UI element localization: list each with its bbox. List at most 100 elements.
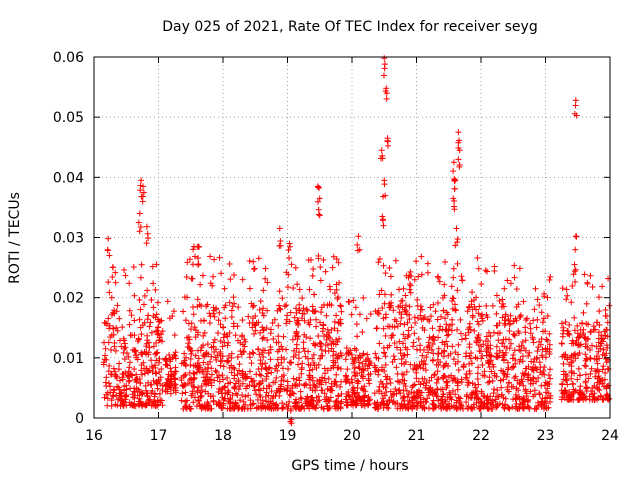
data-point bbox=[112, 279, 119, 286]
data-point bbox=[204, 370, 211, 377]
data-point bbox=[204, 361, 211, 368]
data-point bbox=[182, 372, 189, 379]
data-point bbox=[356, 311, 363, 318]
data-point bbox=[116, 360, 123, 367]
data-point bbox=[116, 337, 123, 344]
data-point bbox=[204, 341, 211, 348]
data-point bbox=[113, 324, 120, 331]
data-point bbox=[270, 335, 277, 342]
data-point bbox=[131, 317, 138, 324]
data-point bbox=[227, 276, 234, 283]
data-point bbox=[256, 380, 263, 387]
data-point bbox=[393, 364, 400, 371]
data-point bbox=[294, 320, 301, 327]
data-point bbox=[274, 348, 281, 355]
data-point bbox=[343, 401, 350, 408]
data-point bbox=[172, 349, 179, 356]
data-point bbox=[130, 402, 137, 409]
data-point bbox=[228, 354, 235, 361]
data-point bbox=[362, 358, 369, 365]
data-point bbox=[108, 332, 115, 339]
data-point bbox=[205, 351, 212, 358]
data-point bbox=[114, 302, 121, 309]
data-point bbox=[210, 273, 217, 280]
data-point bbox=[324, 342, 331, 349]
data-point bbox=[262, 364, 269, 371]
data-point bbox=[252, 322, 259, 329]
data-point bbox=[328, 365, 335, 372]
data-point bbox=[283, 346, 290, 353]
data-point bbox=[271, 316, 278, 323]
data-point bbox=[137, 380, 144, 387]
data-point bbox=[241, 343, 248, 350]
data-point bbox=[354, 389, 361, 396]
data-point bbox=[154, 398, 161, 405]
data-point bbox=[426, 334, 433, 341]
data-point bbox=[181, 357, 188, 364]
data-point bbox=[305, 361, 312, 368]
data-point bbox=[262, 404, 269, 411]
data-point bbox=[256, 381, 263, 388]
data-point bbox=[200, 342, 207, 349]
data-point bbox=[105, 279, 112, 286]
data-point bbox=[352, 304, 359, 311]
data-point bbox=[185, 320, 192, 327]
data-point bbox=[194, 389, 201, 396]
data-point bbox=[296, 399, 303, 406]
data-point bbox=[401, 393, 408, 400]
data-point bbox=[116, 315, 123, 322]
data-point bbox=[158, 365, 165, 372]
data-point bbox=[210, 339, 217, 346]
data-point bbox=[356, 395, 363, 402]
data-point bbox=[147, 319, 154, 326]
data-point bbox=[352, 373, 359, 380]
data-point bbox=[107, 383, 114, 390]
data-point bbox=[164, 298, 171, 305]
data-point bbox=[292, 264, 299, 271]
data-point bbox=[273, 374, 280, 381]
data-point bbox=[188, 392, 195, 399]
data-point bbox=[547, 398, 554, 405]
data-point bbox=[231, 385, 238, 392]
data-point bbox=[360, 397, 367, 404]
data-point bbox=[136, 316, 143, 323]
data-point bbox=[133, 352, 140, 359]
data-point bbox=[203, 303, 210, 310]
data-point bbox=[182, 362, 189, 369]
data-point bbox=[167, 384, 174, 391]
data-point bbox=[236, 361, 243, 368]
data-point bbox=[342, 396, 349, 403]
data-point bbox=[303, 306, 310, 313]
data-point bbox=[197, 393, 204, 400]
data-point bbox=[265, 382, 272, 389]
data-point bbox=[154, 385, 161, 392]
data-point bbox=[311, 308, 318, 315]
data-point bbox=[148, 390, 155, 397]
data-point bbox=[410, 365, 417, 372]
data-point bbox=[218, 270, 225, 277]
data-point bbox=[235, 304, 242, 311]
data-point bbox=[485, 329, 492, 336]
data-point bbox=[190, 399, 197, 406]
data-point bbox=[246, 320, 253, 327]
data-point bbox=[138, 371, 145, 378]
data-point bbox=[427, 304, 434, 311]
data-point bbox=[210, 397, 217, 404]
data-point bbox=[351, 365, 358, 372]
data-point bbox=[153, 357, 160, 364]
data-point bbox=[317, 319, 324, 326]
data-point bbox=[239, 317, 246, 324]
data-point bbox=[317, 264, 324, 271]
data-point bbox=[260, 305, 267, 312]
data-point bbox=[360, 386, 367, 393]
data-point bbox=[334, 354, 341, 361]
data-point bbox=[170, 308, 177, 315]
data-point bbox=[118, 393, 125, 400]
data-point bbox=[291, 399, 298, 406]
data-point bbox=[337, 302, 344, 309]
data-point bbox=[104, 395, 111, 402]
data-point bbox=[477, 337, 484, 344]
data-point bbox=[264, 279, 271, 286]
data-point bbox=[328, 387, 335, 394]
data-point bbox=[172, 355, 179, 362]
